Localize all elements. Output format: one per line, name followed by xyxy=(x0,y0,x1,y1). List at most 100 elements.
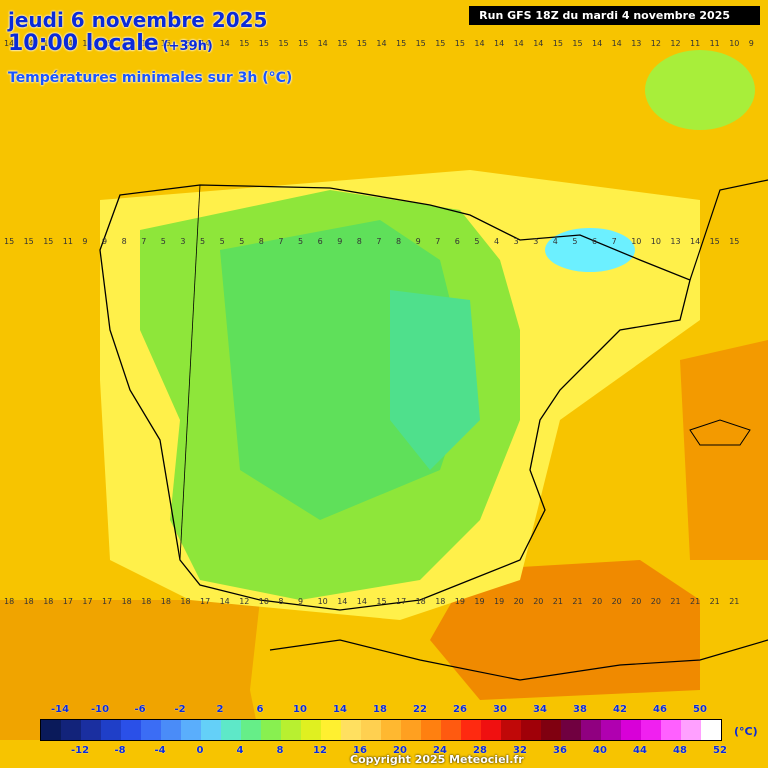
legend-tick-label: 6 xyxy=(256,704,264,715)
portugal-border xyxy=(179,184,201,561)
legend-swatch xyxy=(261,720,281,740)
grid-value: 14 xyxy=(200,39,210,48)
grid-value: 18 xyxy=(416,597,426,606)
grid-value: 21 xyxy=(729,597,739,606)
grid-value: 11 xyxy=(710,39,720,48)
legend-swatch xyxy=(221,720,241,740)
grid-value: 15 xyxy=(239,39,249,48)
grid-value: 7 xyxy=(612,237,617,246)
grid-value: 14 xyxy=(592,39,602,48)
grid-value: 17 xyxy=(102,597,112,606)
legend-swatch xyxy=(41,720,61,740)
legend-swatch xyxy=(641,720,661,740)
legend-tick-label: 30 xyxy=(493,704,507,715)
grid-value: 5 xyxy=(298,237,303,246)
grid-value: 5 xyxy=(474,237,479,246)
grid-value: 12 xyxy=(239,597,249,606)
grid-value: 14 xyxy=(122,39,132,48)
grid-value: 14 xyxy=(82,39,92,48)
grid-value: 17 xyxy=(396,597,406,606)
sea-warm-area xyxy=(0,600,260,740)
legend-tick-label: 44 xyxy=(633,745,647,756)
grid-value: 14 xyxy=(318,39,328,48)
legend-swatch xyxy=(361,720,381,740)
grid-value: 21 xyxy=(690,597,700,606)
legend-swatch xyxy=(301,720,321,740)
grid-value: 19 xyxy=(474,597,484,606)
grid-value: 15 xyxy=(435,39,445,48)
grid-value: 18 xyxy=(141,597,151,606)
legend-tick-label: 8 xyxy=(276,745,284,756)
grid-value: 15 xyxy=(180,39,190,48)
map-subtitle: Températures minimales sur 3h (°C) xyxy=(8,70,293,86)
grid-value: 15 xyxy=(337,39,347,48)
legend-unit: (°C) xyxy=(734,725,758,738)
legend-swatch xyxy=(521,720,541,740)
legend-swatch xyxy=(241,720,261,740)
grid-value: 10 xyxy=(259,597,269,606)
grid-value: 14 xyxy=(43,39,53,48)
legend-tick-label: 26 xyxy=(453,704,467,715)
grid-value: 14 xyxy=(337,597,347,606)
legend-tick-label: 42 xyxy=(613,704,627,715)
grid-value: 4 xyxy=(553,237,558,246)
legend-swatch xyxy=(621,720,641,740)
grid-value: 14 xyxy=(690,237,700,246)
legend-swatch xyxy=(601,720,621,740)
grid-value: 18 xyxy=(4,597,14,606)
grid-value: 20 xyxy=(631,597,641,606)
grid-value: 15 xyxy=(376,597,386,606)
legend-swatch xyxy=(201,720,221,740)
legend-tick-label: 36 xyxy=(553,745,567,756)
copyright: Copyright 2025 Meteociel.fr xyxy=(350,753,524,766)
legend-tick-label: 34 xyxy=(533,704,547,715)
legend-tick-label: 46 xyxy=(653,704,667,715)
legend-tick-label: -10 xyxy=(90,704,110,715)
legend-tick-label: 24 xyxy=(433,745,447,756)
grid-value: 15 xyxy=(24,237,34,246)
legend-tick-label: 14 xyxy=(333,704,347,715)
grid-value: 14 xyxy=(612,39,622,48)
legend-swatch xyxy=(661,720,681,740)
legend-tick-label: 18 xyxy=(373,704,387,715)
forecast-date: jeudi 6 novembre 2025 xyxy=(8,8,268,32)
sea-warm-area xyxy=(680,340,768,560)
legend-tick-label: -12 xyxy=(70,745,90,756)
time-offset: (+39h) xyxy=(162,39,213,54)
grid-value: 15 xyxy=(710,237,720,246)
grid-value: 9 xyxy=(416,237,421,246)
grid-value: 15 xyxy=(43,237,53,246)
legend-tick-label: 10 xyxy=(293,704,307,715)
grid-value: 13 xyxy=(670,237,680,246)
legend-swatch xyxy=(401,720,421,740)
grid-value: 7 xyxy=(376,237,381,246)
grid-value: 11 xyxy=(690,39,700,48)
legend-swatch xyxy=(421,720,441,740)
legend-swatch xyxy=(181,720,201,740)
grid-value: 15 xyxy=(298,39,308,48)
local-time: 10:00 locale xyxy=(8,31,159,56)
legend-tick-label: 28 xyxy=(473,745,487,756)
grid-value: 15 xyxy=(4,237,14,246)
legend-tick-label: 32 xyxy=(513,745,527,756)
legend-swatch xyxy=(561,720,581,740)
legend-swatch xyxy=(701,720,721,740)
land-coldest-area xyxy=(390,290,480,470)
grid-value: 9 xyxy=(749,39,754,48)
grid-value: 11 xyxy=(63,237,73,246)
legend-swatch xyxy=(541,720,561,740)
grid-value: 15 xyxy=(729,237,739,246)
grid-value: 7 xyxy=(141,237,146,246)
legend-swatch xyxy=(61,720,81,740)
grid-value: 8 xyxy=(396,237,401,246)
legend-swatch xyxy=(341,720,361,740)
grid-value: 14 xyxy=(24,39,34,48)
legend-tick-label: 12 xyxy=(313,745,327,756)
color-scale-legend xyxy=(40,719,722,741)
grid-value: 14 xyxy=(357,597,367,606)
legend-tick-label: 20 xyxy=(393,745,407,756)
grid-value: 15 xyxy=(553,39,563,48)
legend-swatch xyxy=(101,720,121,740)
legend-swatch xyxy=(321,720,341,740)
